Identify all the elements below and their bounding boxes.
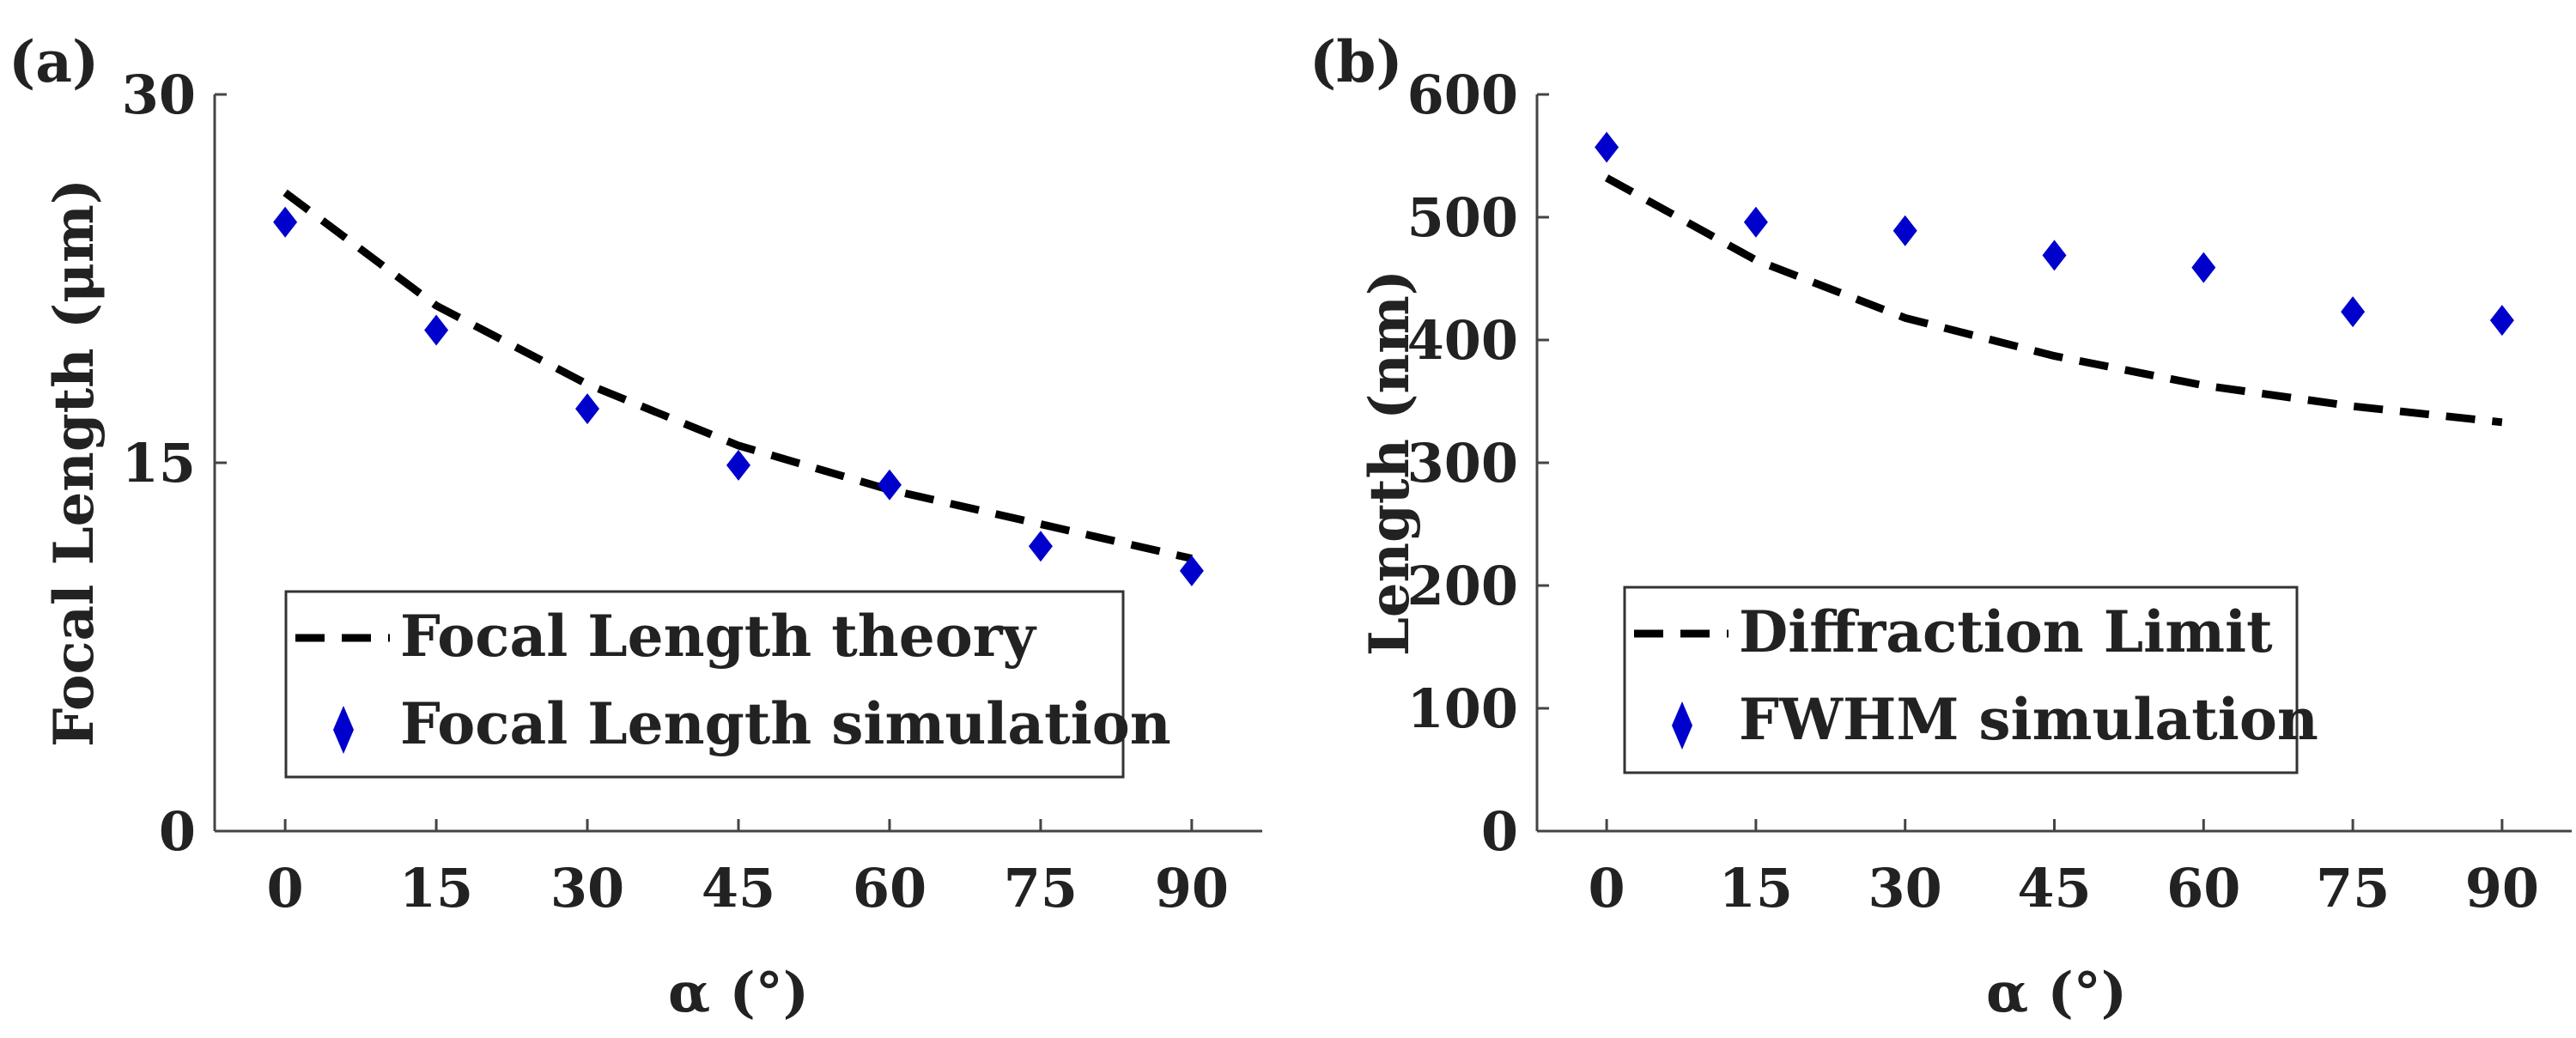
panel-b-simulation-point [2341,296,2366,328]
panel-b-y-tick-label: 300 [1407,432,1518,495]
panel-b-y-tick-label: 600 [1407,64,1518,126]
panel-b-legend-fwhm-label: FWHM simulation [1739,686,2318,753]
panel-b-simulation-point [2042,240,2067,271]
panel-b-x-ticks: 0 15 30 45 60 75 90 [1589,819,2539,920]
panel-b-simulation-point [1595,131,1619,163]
panel-a-y-tick-label: 30 [122,64,196,126]
panel-b-simulation-point [2489,305,2514,337]
panel-a-y-ticks: 0 15 30 [122,64,227,863]
panel-b-simulation-point [1743,206,1768,238]
panel-b-legend-box [1623,586,2299,774]
panel-a-simulation-markers [273,206,1204,586]
panel-a-simulation-point [1179,555,1204,586]
panel-a-simulation-point [575,393,600,425]
panel-b-legend-diffraction-label: Diffraction Limit [1739,598,2273,665]
panel-b-y-tick-label: 400 [1407,309,1518,372]
panel-a-y-axis-title: Focal Length (μm) [42,179,106,747]
panel-a-x-tick-label: 15 [399,857,473,920]
panel-b-x-tick-label: 60 [2166,857,2240,920]
panel-a-simulation-point [726,449,750,481]
panel-a-simulation-point [1028,531,1053,562]
panel-a-legend-marker-swatch [333,706,354,754]
panel-a-y-tick-label: 0 [159,800,196,863]
panel-b-legend: Diffraction Limit FWHM simulation [1623,586,2318,774]
panel-b-x-axis-title: α (°) [1986,961,2127,1025]
panel-a-x-tick-label: 75 [1004,857,1078,920]
panel-b-diffraction-limit-line [1604,174,2503,427]
panel-b-simulation-point [2191,252,2216,283]
panel-b-y-tick-label: 0 [1481,800,1518,863]
panel-b-simulation-point [1893,215,1917,246]
panel-b-x-tick-label: 15 [1719,857,1793,920]
panel-b-y-tick-label: 100 [1407,677,1518,740]
panel-a-simulation-point [877,469,902,501]
panel-b-fwhm-markers [1595,131,2514,337]
panel-a-legend-box [284,590,1125,779]
panel-a-x-tick-label: 60 [853,857,927,920]
panel-b-x-tick-label: 45 [2017,857,2091,920]
panel-b-length: (b) 0 100 200 300 400 500 600 0 15 30 45 60 75 90 Le… [1309,28,2572,1025]
panel-b-x-tick-label: 0 [1589,857,1625,920]
panel-a-x-tick-label: 30 [550,857,624,920]
panel-b-legend-marker-swatch [1672,701,1692,750]
panel-b-y-tick-label: 200 [1407,555,1518,617]
panel-a-x-tick-label: 45 [702,857,775,920]
panel-a-focal-length: (a) 0 15 30 0 15 30 45 60 75 90 Focal Length (μm… [9,28,1262,1025]
panel-b-y-axis-title: Length (nm) [1358,270,1422,656]
panel-a-y-tick-label: 15 [122,432,196,495]
panel-a-x-axis-title: α (°) [668,961,809,1025]
panel-a-x-tick-label: 0 [267,857,304,920]
panel-a-legend-theory-label: Focal Length theory [400,603,1037,670]
panel-b-label: (b) [1309,28,1403,95]
panel-a-simulation-point [424,314,449,346]
panel-a-simulation-point [273,206,298,238]
panel-a-x-ticks: 0 15 30 45 60 75 90 [267,819,1229,920]
panel-a-x-tick-label: 90 [1155,857,1229,920]
panel-a-legend-simulation-label: Focal Length simulation [400,690,1171,757]
panel-a-label: (a) [9,28,99,95]
panel-b-x-tick-label: 90 [2465,857,2539,920]
panel-b-y-ticks: 0 100 200 300 400 500 600 [1407,64,1549,863]
panel-a-theory-line [283,189,1193,562]
panel-b-x-tick-label: 75 [2316,857,2390,920]
panel-a-legend: Focal Length theory Focal Length simulat… [284,590,1171,779]
panel-b-x-tick-label: 30 [1868,857,1942,920]
panel-b-y-tick-label: 500 [1407,186,1518,249]
